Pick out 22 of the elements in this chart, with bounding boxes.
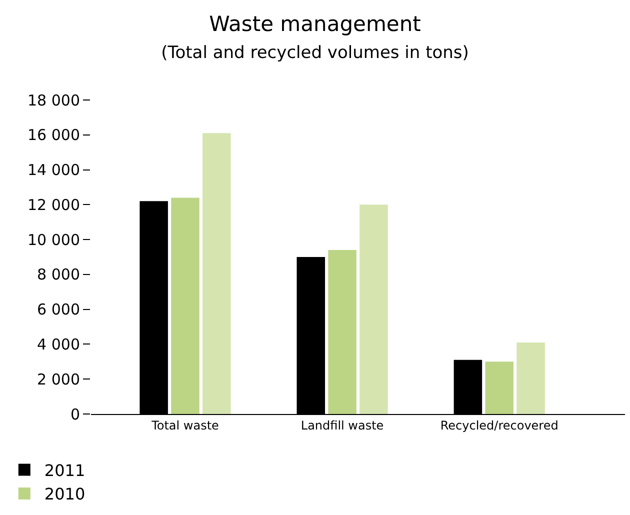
bar bbox=[202, 133, 231, 414]
bar bbox=[328, 250, 356, 414]
bar bbox=[360, 204, 388, 414]
y-tick-label: 4 000 bbox=[37, 335, 80, 354]
y-tick-label: 2 000 bbox=[37, 370, 80, 388]
y-tick-label: 14 000 bbox=[28, 161, 80, 180]
bar bbox=[485, 362, 514, 414]
bar bbox=[171, 198, 200, 414]
bar bbox=[516, 342, 545, 414]
legend-label: 2011 bbox=[44, 460, 86, 480]
chart-subtitle: (Total and recycled volumes in tons) bbox=[161, 43, 469, 64]
chart-title: Waste management bbox=[209, 12, 421, 36]
x-tick-label: Landfill waste bbox=[300, 418, 384, 432]
y-tick-label: 6 000 bbox=[37, 300, 80, 319]
y-tick-label: 10 000 bbox=[28, 230, 80, 249]
y-tick-label: 8 000 bbox=[37, 266, 80, 284]
x-tick-label: Total waste bbox=[150, 418, 219, 432]
y-tick-label: 12 000 bbox=[28, 196, 80, 214]
y-tick-label: 0 bbox=[70, 405, 80, 424]
y-tick-label: 18 000 bbox=[28, 91, 80, 110]
x-tick-label: Recycled/recovered bbox=[440, 418, 558, 432]
y-tick-label: 16 000 bbox=[28, 126, 80, 144]
